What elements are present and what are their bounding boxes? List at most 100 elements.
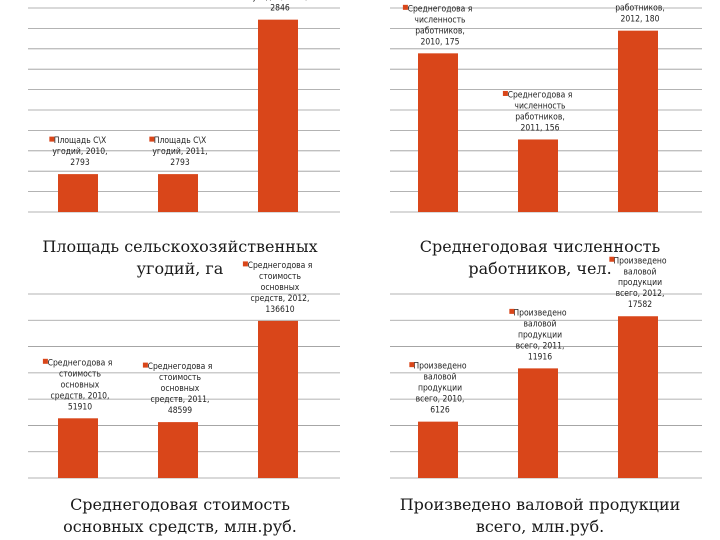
data-label-text: Среднегодова я стоимость основных средств, … <box>148 362 213 416</box>
data-label-line: продукции <box>618 278 662 288</box>
chart-title-workers: Среднегодовая численность работников, че… <box>419 237 661 278</box>
data-label-line: всего, 2012, <box>616 289 665 299</box>
legend-key-swatch <box>402 4 408 10</box>
legend-key-swatch <box>242 261 248 267</box>
data-label-line: работников, <box>615 3 665 14</box>
data-label: Среднегодова я численность работников, 2011… <box>502 90 573 133</box>
data-label-line: численность <box>414 15 466 25</box>
bar-2011 <box>518 368 558 478</box>
chart-panel-gross-output: Произведено валовой продукции всего, 2010, 6… <box>360 256 720 540</box>
data-label-line: средств, 2012, <box>251 294 310 304</box>
data-label-line: основных <box>161 384 200 394</box>
data-label-line: Площадь С\Х <box>54 136 107 146</box>
chart-title-fixed-assets: Среднегодовая стоимость основных средств… <box>63 495 297 536</box>
data-label-line: основных <box>61 380 100 390</box>
data-label-line: численность <box>614 0 666 3</box>
data-label: Произведено валовой продукции всего, 2010, 6… <box>409 362 467 416</box>
chart-plot-fixed-assets: Среднегодова я стоимость основных средств, … <box>28 261 340 479</box>
chart-panel-area: Площадь С\Х угодий, 2010, 2793 Площадь С\Х у… <box>0 0 360 278</box>
data-label-line: всего, 2011, <box>516 341 565 351</box>
legend-key-swatch <box>42 358 48 364</box>
data-label-text: Среднегодова я стоимость основных средств, … <box>48 358 113 412</box>
data-label: Площадь С\Х угодий, 2011, 2793 <box>149 136 208 168</box>
data-label: Произведено валовой продукции всего, 2012, 1… <box>609 256 667 310</box>
data-label-line: валовой <box>524 319 557 329</box>
data-label-text: Произведено валовой продукции всего, 2012, 1… <box>613 256 667 310</box>
data-label-line: продукции <box>418 384 462 394</box>
data-label: Площадь С\Х угодий, 2010, 2793 <box>49 136 108 168</box>
bar-2010 <box>58 418 98 478</box>
bar-2012 <box>618 316 658 478</box>
data-label-line: угодий, 2010, <box>52 147 107 157</box>
data-label-line: 2793 <box>70 158 90 168</box>
legend-key-swatch <box>502 90 508 96</box>
data-label-line: работников, <box>515 111 565 122</box>
data-label-line: средств, 2011, <box>151 395 210 405</box>
data-label-text: Произведено валовой продукции всего, 2011, 1… <box>513 308 567 362</box>
data-label-line: угодий, 2011, <box>152 147 207 157</box>
data-label: Среднегодова я численность работников, 2010… <box>402 4 473 47</box>
data-label-line: 51910 <box>68 402 92 412</box>
data-label-text: Среднегодова я численность работников, 2011… <box>508 90 573 133</box>
data-label-line: основных <box>261 283 300 293</box>
data-label-line: 11916 <box>528 352 552 362</box>
bar-2010 <box>58 174 98 212</box>
data-label: Среднегодова я стоимость основных средств, … <box>42 358 113 412</box>
chart-panel-workers: Среднегодова я численность работников, 2010… <box>360 0 720 278</box>
chart-panel-fixed-assets: Среднегодова я стоимость основных средств, … <box>0 261 360 540</box>
bar-2011 <box>158 174 198 212</box>
legend-key-swatch <box>149 136 155 142</box>
chart-title-area: Площадь сельскохозяйственных угодий, га <box>42 237 318 278</box>
legend-key-swatch <box>609 256 615 262</box>
data-label-text: Площадь С\Х угодий, 2011, 2793 <box>152 136 207 168</box>
data-label-line: Площадь С\Х <box>154 136 207 146</box>
data-label-line: валовой <box>624 267 657 277</box>
data-label-line: 2846 <box>270 4 290 14</box>
chart-title-gross-output: Произведено валовой продукции всего, млн… <box>399 495 681 536</box>
legend-key-swatch <box>49 136 55 142</box>
data-label-text: Среднегодова ячисленностьработников,2012… <box>608 0 673 25</box>
bar-2011 <box>158 422 198 478</box>
data-label-line: 136610 <box>265 305 294 315</box>
legend-key-swatch <box>509 308 515 314</box>
data-label-line: средств, 2010, <box>51 391 110 401</box>
bar-2011 <box>518 139 558 212</box>
data-label-text: Среднегодова я стоимость основных средств, … <box>248 261 313 315</box>
chart-plot-gross-output: Произведено валовой продукции всего, 2010, 6… <box>390 256 702 479</box>
legend-key-swatch <box>409 362 415 368</box>
data-label-line: численность <box>514 101 566 111</box>
data-label-line: 2012, 180 <box>621 15 660 25</box>
data-label-text: Площадь С\Х угодий, 2010, 2793 <box>52 136 107 168</box>
data-label-line: 48599 <box>168 406 192 416</box>
legend-key-swatch <box>142 362 148 368</box>
data-label-line: валовой <box>424 373 457 383</box>
data-label-line: 2793 <box>170 158 190 168</box>
data-label-line: Среднегодова я <box>408 4 473 14</box>
data-label-line: работников, <box>415 25 465 36</box>
data-label-line: Среднегодова я <box>148 362 213 372</box>
data-label: Среднегодова ячисленностьработников,2012… <box>608 0 673 25</box>
data-label-line: 2010, 175 <box>421 37 460 47</box>
data-label-line: стоимость <box>259 272 301 282</box>
data-label-line: 17582 <box>628 300 652 310</box>
bar-2010 <box>418 421 458 478</box>
chart-plot-workers: Среднегодова я численность работников, 2010… <box>390 0 702 213</box>
bar-2012 <box>258 19 298 213</box>
data-label-line: стоимость <box>59 369 101 379</box>
bar-2012 <box>618 30 658 212</box>
data-label-line: Произведено <box>513 308 567 318</box>
data-label: Произведено валовой продукции всего, 2011, 1… <box>509 308 567 362</box>
data-label-line: Среднегодова я <box>48 358 113 368</box>
bar-2010 <box>418 53 458 213</box>
data-label-line: Произведено <box>413 362 467 372</box>
data-label: Среднегодова я стоимость основных средств, … <box>142 362 213 416</box>
data-label-line: всего, 2010, <box>416 395 465 405</box>
data-label-line: угодий, 2012, <box>252 0 307 3</box>
data-label: Среднегодова я стоимость основных средств, … <box>242 261 313 315</box>
bar-2012 <box>258 320 298 478</box>
data-label-line: 2011, 156 <box>521 123 560 133</box>
data-label-line: продукции <box>518 330 562 340</box>
